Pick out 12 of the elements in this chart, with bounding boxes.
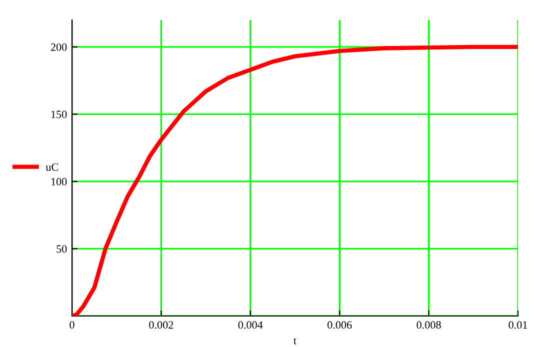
- y-tick-label: 50: [56, 245, 67, 253]
- x-tick-label: 0.008: [416, 321, 441, 329]
- x-axis-title: t: [294, 338, 296, 344]
- x-tick-label: 0.01: [508, 321, 528, 329]
- x-tick-label: 0.004: [238, 321, 263, 329]
- y-tick-label: 100: [51, 178, 67, 186]
- y-tick-label: 150: [51, 110, 67, 118]
- x-tick-label: 0.002: [149, 321, 174, 329]
- y-tick-label: 200: [50, 43, 67, 51]
- x-tick-label: 0: [70, 321, 74, 329]
- x-tick-label: 0.006: [328, 321, 352, 329]
- legend-label: uC: [46, 163, 58, 171]
